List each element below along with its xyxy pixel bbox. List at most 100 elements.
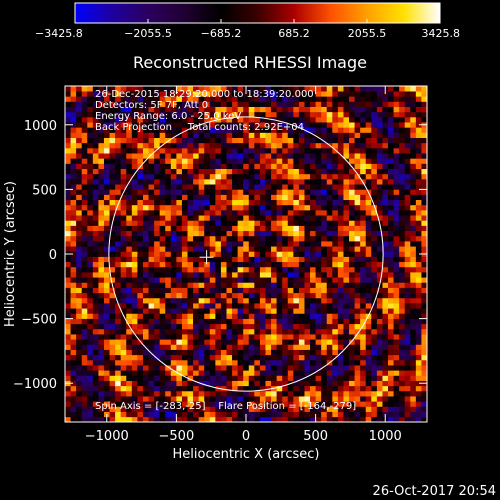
heatmap-cell — [282, 251, 289, 257]
heatmap-cell — [404, 179, 411, 185]
heatmap-cell — [209, 179, 216, 185]
heatmap-cell — [209, 189, 216, 195]
heatmap-cell — [410, 204, 417, 211]
heatmap-cell — [198, 163, 205, 170]
heatmap-cell — [187, 370, 194, 376]
heatmap-cell — [349, 323, 355, 330]
heatmap-cell — [259, 406, 266, 412]
heatmap-cell — [404, 246, 411, 252]
heatmap-cell — [282, 117, 289, 123]
heatmap-cell — [388, 328, 394, 335]
heatmap-cell — [142, 230, 149, 237]
heatmap-cell — [287, 385, 294, 392]
heatmap-cell — [126, 220, 133, 226]
heatmap-cell — [382, 199, 389, 206]
heatmap-cell — [382, 380, 389, 387]
heatmap-cell — [126, 313, 133, 319]
heatmap-cell — [271, 411, 277, 418]
heatmap-cell — [365, 173, 372, 180]
heatmap-cell — [343, 235, 350, 242]
heatmap-cell — [65, 334, 71, 340]
heatmap-cell — [332, 303, 339, 309]
heatmap-cell — [399, 328, 406, 335]
heatmap-cell — [293, 246, 300, 252]
heatmap-cell — [220, 385, 227, 392]
heatmap-cell — [126, 292, 133, 299]
heatmap-cell — [254, 225, 261, 232]
heatmap-cell — [131, 215, 138, 221]
heatmap-cell — [371, 349, 378, 356]
heatmap-cell — [259, 416, 266, 422]
heatmap-cell — [98, 111, 105, 118]
heatmap-cell — [276, 344, 283, 350]
heatmap-cell — [148, 334, 155, 340]
heatmap-cell — [415, 189, 422, 195]
heatmap-cell — [349, 204, 355, 211]
heatmap-cell — [165, 184, 172, 190]
heatmap-cell — [187, 132, 194, 138]
heatmap-cell — [315, 96, 322, 102]
heatmap-cell — [404, 292, 411, 299]
heatmap-cell — [243, 375, 250, 381]
heatmap-cell — [193, 256, 199, 263]
heatmap-cell — [310, 308, 316, 314]
heatmap-cell — [176, 292, 183, 299]
heatmap-cell — [337, 168, 344, 175]
heatmap-cell — [126, 91, 133, 97]
heatmap-cell — [382, 204, 389, 211]
heatmap-cell — [204, 106, 211, 113]
heatmap-cell — [376, 86, 383, 92]
heatmap-cell — [243, 168, 250, 175]
heatmap-cell — [415, 318, 422, 325]
heatmap-cell — [215, 365, 222, 371]
heatmap-cell — [393, 380, 400, 387]
heatmap-cell — [120, 318, 127, 325]
colorbar-tick-label: 3425.8 — [422, 27, 461, 40]
heatmap-cell — [81, 204, 88, 211]
heatmap-cell — [187, 390, 194, 397]
heatmap-cell — [293, 194, 300, 201]
heatmap-cell — [154, 308, 160, 314]
heatmap-cell — [176, 204, 183, 211]
heatmap-cell — [343, 142, 350, 149]
heatmap-cell — [376, 266, 383, 273]
heatmap-cell — [304, 101, 311, 107]
heatmap-cell — [65, 210, 71, 216]
heatmap-cell — [349, 241, 355, 247]
heatmap-cell — [332, 179, 339, 185]
heatmap-cell — [343, 251, 350, 257]
heatmap-cell — [276, 359, 283, 366]
heatmap-cell — [181, 117, 188, 123]
heatmap-cell — [371, 142, 378, 149]
heatmap-cell — [215, 292, 222, 299]
heatmap-cell — [276, 385, 283, 392]
heatmap-cell — [265, 334, 272, 340]
heatmap-cell — [87, 385, 94, 392]
heatmap-cell — [159, 91, 166, 97]
heatmap-cell — [226, 241, 233, 247]
heatmap-cell — [204, 184, 211, 190]
heatmap-cell — [371, 199, 378, 206]
heatmap-cell — [165, 303, 172, 309]
heatmap-cell — [321, 179, 328, 185]
heatmap-cell — [142, 261, 149, 268]
heatmap-cell — [243, 137, 250, 144]
heatmap-cell — [310, 91, 316, 97]
heatmap-cell — [332, 96, 339, 102]
heatmap-cell — [276, 132, 283, 138]
heatmap-cell — [115, 158, 121, 164]
heatmap-cell — [148, 272, 155, 278]
heatmap-cell — [376, 375, 383, 381]
heatmap-cell — [170, 199, 177, 206]
heatmap-cell — [76, 158, 83, 164]
heatmap-cell — [126, 184, 133, 190]
heatmap-cell — [326, 101, 333, 107]
heatmap-cell — [115, 349, 121, 356]
heatmap-cell — [293, 323, 300, 330]
heatmap-cell — [159, 277, 166, 283]
heatmap-cell — [198, 292, 205, 299]
heatmap-cell — [321, 204, 328, 211]
heatmap-cell — [148, 246, 155, 252]
heatmap-cell — [360, 272, 367, 278]
heatmap-cell — [254, 313, 261, 319]
